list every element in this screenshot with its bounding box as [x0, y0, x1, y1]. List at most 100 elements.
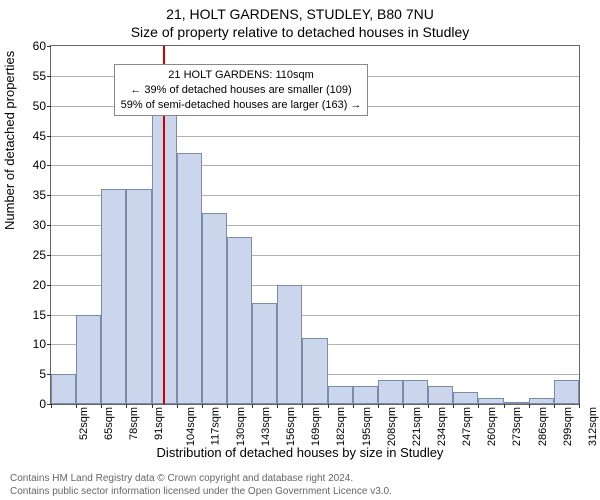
x-tick-mark	[252, 404, 253, 408]
y-tick-mark	[47, 106, 51, 107]
x-tick-label: 312sqm	[587, 407, 599, 446]
gridline	[51, 136, 579, 137]
y-tick-label: 60	[33, 39, 46, 53]
x-tick-label: 208sqm	[386, 407, 398, 446]
x-tick-label: 234sqm	[436, 407, 448, 446]
y-tick-label: 0	[39, 397, 46, 411]
footer-licence: Contains public sector information licen…	[10, 486, 392, 497]
y-tick-mark	[47, 225, 51, 226]
y-tick-label: 10	[33, 337, 46, 351]
y-tick-label: 40	[33, 158, 46, 172]
histogram-bar	[453, 392, 478, 404]
property-size-chart: 21, HOLT GARDENS, STUDLEY, B80 7NU Size …	[0, 0, 600, 500]
y-tick-label: 35	[33, 188, 46, 202]
y-tick-label: 45	[33, 129, 46, 143]
y-tick-mark	[47, 285, 51, 286]
histogram-bar	[177, 153, 202, 404]
x-tick-label: 195sqm	[361, 407, 373, 446]
histogram-bar	[504, 402, 529, 404]
x-tick-mark	[353, 404, 354, 408]
x-tick-label: 143sqm	[260, 407, 272, 446]
footer-copyright: Contains HM Land Registry data © Crown c…	[10, 473, 353, 484]
chart-title-desc: Size of property relative to detached ho…	[0, 24, 600, 40]
x-tick-label: 78sqm	[128, 407, 140, 440]
x-tick-label: 117sqm	[209, 407, 221, 445]
x-tick-mark	[76, 404, 77, 408]
histogram-bar	[252, 303, 277, 404]
histogram-bar	[428, 386, 453, 404]
x-tick-label: 91sqm	[153, 407, 165, 440]
x-tick-mark	[453, 404, 454, 408]
histogram-bar	[328, 386, 353, 404]
histogram-bar	[277, 285, 302, 404]
x-tick-label: 182sqm	[336, 407, 348, 446]
x-tick-mark	[227, 404, 228, 408]
x-tick-mark	[403, 404, 404, 408]
histogram-bar	[302, 338, 327, 404]
x-tick-label: 156sqm	[285, 407, 297, 446]
x-tick-label: 273sqm	[512, 407, 524, 446]
y-tick-label: 50	[33, 99, 46, 113]
annotation-box: 21 HOLT GARDENS: 110sqm← 39% of detached…	[114, 64, 369, 117]
histogram-bar	[51, 374, 76, 404]
x-tick-mark	[126, 404, 127, 408]
histogram-bar	[126, 189, 151, 404]
x-tick-label: 65sqm	[103, 407, 115, 440]
y-tick-mark	[47, 195, 51, 196]
histogram-bar	[378, 380, 403, 404]
histogram-bar	[554, 380, 579, 404]
x-tick-label: 286sqm	[537, 407, 549, 446]
histogram-bar	[101, 189, 126, 404]
y-tick-mark	[47, 255, 51, 256]
x-tick-mark	[328, 404, 329, 408]
annotation-line: 21 HOLT GARDENS: 110sqm	[121, 68, 362, 83]
x-tick-mark	[51, 404, 52, 408]
x-tick-label: 299sqm	[562, 407, 574, 446]
x-tick-mark	[579, 404, 580, 408]
histogram-bar	[76, 315, 101, 405]
annotation-line: ← 39% of detached houses are smaller (10…	[121, 83, 362, 98]
x-tick-label: 104sqm	[185, 407, 197, 446]
histogram-bar	[202, 213, 227, 404]
x-tick-mark	[378, 404, 379, 408]
x-tick-label: 221sqm	[411, 407, 423, 446]
y-tick-label: 5	[39, 367, 46, 381]
histogram-bar	[353, 386, 378, 404]
x-tick-mark	[152, 404, 153, 408]
gridline	[51, 165, 579, 166]
y-axis-label: Number of detached properties	[2, 51, 17, 230]
y-tick-label: 55	[33, 69, 46, 83]
x-tick-mark	[478, 404, 479, 408]
x-tick-mark	[177, 404, 178, 408]
histogram-bar	[529, 398, 554, 404]
y-tick-mark	[47, 46, 51, 47]
annotation-line: 59% of semi-detached houses are larger (…	[121, 98, 362, 113]
x-tick-label: 52sqm	[78, 407, 90, 440]
x-tick-mark	[428, 404, 429, 408]
histogram-bar	[478, 398, 503, 404]
y-tick-mark	[47, 165, 51, 166]
x-tick-label: 260sqm	[486, 407, 498, 446]
x-tick-mark	[277, 404, 278, 408]
x-tick-label: 130sqm	[235, 407, 247, 446]
x-tick-mark	[529, 404, 530, 408]
x-axis-title: Distribution of detached houses by size …	[0, 445, 600, 460]
x-tick-mark	[554, 404, 555, 408]
histogram-bar	[403, 380, 428, 404]
x-tick-label: 169sqm	[310, 407, 322, 446]
x-tick-mark	[202, 404, 203, 408]
y-tick-label: 25	[33, 248, 46, 262]
x-tick-mark	[504, 404, 505, 408]
y-tick-mark	[47, 76, 51, 77]
y-tick-mark	[47, 315, 51, 316]
y-tick-label: 15	[33, 308, 46, 322]
histogram-bar	[227, 237, 252, 404]
y-tick-label: 20	[33, 278, 46, 292]
x-tick-label: 247sqm	[461, 407, 473, 446]
y-tick-mark	[47, 136, 51, 137]
plot-area: 05101520253035404550556052sqm65sqm78sqm9…	[50, 45, 580, 405]
y-tick-mark	[47, 344, 51, 345]
x-tick-mark	[302, 404, 303, 408]
chart-title-address: 21, HOLT GARDENS, STUDLEY, B80 7NU	[0, 6, 600, 22]
x-tick-mark	[101, 404, 102, 408]
